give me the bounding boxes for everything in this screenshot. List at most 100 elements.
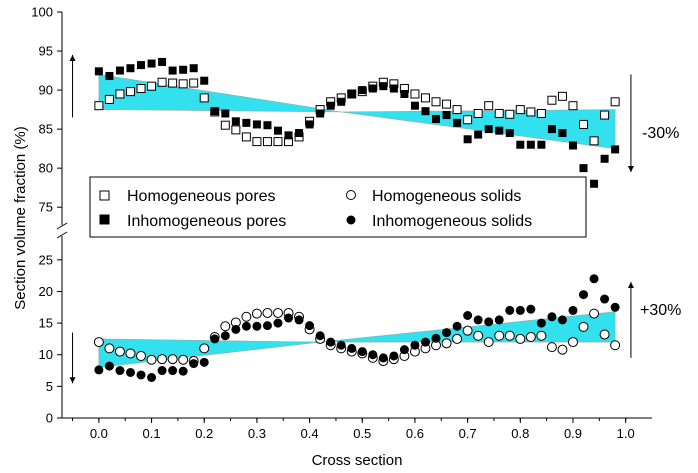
point-inhomogeneous-solids <box>347 343 357 353</box>
point-inhomogeneous-pores <box>389 84 398 93</box>
point-inhomogeneous-solids <box>505 305 515 315</box>
legend-marker-homogeneous-solids <box>346 190 356 200</box>
point-inhomogeneous-solids <box>231 324 241 334</box>
data-points <box>93 57 621 383</box>
point-homogeneous-solids <box>462 325 473 336</box>
point-inhomogeneous-pores <box>231 117 240 126</box>
point-homogeneous-pores <box>252 137 262 147</box>
x-tick-label: 0.7 <box>459 426 477 441</box>
point-homogeneous-solids <box>251 308 262 319</box>
point-inhomogeneous-solids <box>210 334 220 344</box>
point-inhomogeneous-solids <box>315 331 325 341</box>
arrow-upper-right-head <box>627 166 634 173</box>
point-homogeneous-pores <box>463 115 473 125</box>
point-inhomogeneous-pores <box>611 145 620 154</box>
point-inhomogeneous-pores <box>305 120 314 129</box>
point-inhomogeneous-pores <box>505 129 514 138</box>
point-homogeneous-solids <box>567 337 578 348</box>
point-inhomogeneous-solids <box>125 367 135 377</box>
point-inhomogeneous-pores <box>358 86 367 95</box>
point-inhomogeneous-pores <box>210 107 219 116</box>
point-inhomogeneous-pores <box>316 109 325 118</box>
legend-label-inhomogeneous-pores: Inhomogeneous pores <box>127 213 286 230</box>
point-homogeneous-pores <box>431 97 441 107</box>
point-inhomogeneous-solids <box>294 315 304 325</box>
point-homogeneous-solids <box>589 308 600 319</box>
point-homogeneous-solids <box>178 354 189 365</box>
point-inhomogeneous-solids <box>326 337 336 347</box>
point-inhomogeneous-solids <box>431 333 441 343</box>
point-inhomogeneous-pores <box>179 65 188 74</box>
point-inhomogeneous-solids <box>494 315 504 325</box>
point-inhomogeneous-pores <box>463 135 472 144</box>
point-homogeneous-pores <box>231 125 241 135</box>
point-homogeneous-solids <box>199 343 210 354</box>
point-inhomogeneous-pores <box>221 109 230 118</box>
y-tick-label: 15 <box>39 316 53 331</box>
point-inhomogeneous-solids <box>199 357 209 367</box>
point-inhomogeneous-pores <box>421 107 430 116</box>
point-inhomogeneous-solids <box>94 365 104 375</box>
legend-marker-homogeneous-pores <box>99 190 110 201</box>
x-tick-label: 1.0 <box>617 426 635 441</box>
point-inhomogeneous-pores <box>442 111 451 120</box>
point-homogeneous-pores <box>273 137 283 147</box>
point-homogeneous-solids <box>104 343 115 354</box>
point-inhomogeneous-pores <box>273 126 282 135</box>
point-inhomogeneous-pores <box>600 154 609 163</box>
point-inhomogeneous-pores <box>547 125 556 134</box>
point-inhomogeneous-solids <box>526 304 536 314</box>
point-inhomogeneous-solids <box>600 294 610 304</box>
point-inhomogeneous-solids <box>241 321 251 331</box>
point-homogeneous-solids <box>557 344 568 355</box>
point-homogeneous-pores <box>104 94 114 104</box>
legend-label-homogeneous-pores: Homogeneous pores <box>127 188 276 205</box>
point-inhomogeneous-solids <box>389 351 399 361</box>
point-homogeneous-pores <box>610 97 620 107</box>
point-inhomogeneous-solids <box>473 315 483 325</box>
axis-ticks: 0.0 0.1 0.2 0.3 0.4 0.5 0.6 0.7 0.8 0.9 1.0 0 5 10 15 2… <box>31 5 634 442</box>
point-inhomogeneous-solids <box>262 321 272 331</box>
point-inhomogeneous-solids <box>610 302 620 312</box>
y-tick-label: 0 <box>46 411 53 426</box>
point-inhomogeneous-pores <box>347 89 356 98</box>
point-homogeneous-solids <box>599 329 610 340</box>
x-tick-label: 0.5 <box>353 426 371 441</box>
point-homogeneous-pores <box>442 99 452 109</box>
point-inhomogeneous-solids <box>178 366 188 376</box>
range-arrows <box>69 54 634 384</box>
point-homogeneous-pores <box>579 119 589 129</box>
point-inhomogeneous-pores <box>168 66 177 75</box>
point-inhomogeneous-solids <box>579 290 589 300</box>
legend-marker-inhomogeneous-pores <box>99 214 110 225</box>
point-homogeneous-pores <box>452 105 462 115</box>
point-homogeneous-pores <box>526 107 536 117</box>
point-inhomogeneous-solids <box>484 317 494 327</box>
point-homogeneous-pores <box>515 105 525 115</box>
point-inhomogeneous-pores <box>263 121 272 130</box>
point-homogeneous-pores <box>94 101 104 111</box>
y-tick-label: 85 <box>39 122 53 137</box>
y-tick-label: 10 <box>39 347 53 362</box>
point-homogeneous-pores <box>262 137 272 147</box>
x-tick-label: 0.0 <box>90 426 108 441</box>
band-upper-left <box>98 74 342 113</box>
point-inhomogeneous-solids <box>115 366 125 376</box>
point-inhomogeneous-pores <box>126 64 135 73</box>
point-homogeneous-solids <box>441 338 452 349</box>
point-inhomogeneous-pores <box>158 57 167 66</box>
point-inhomogeneous-solids <box>378 353 388 363</box>
point-inhomogeneous-pores <box>516 140 525 149</box>
y-tick-label: 75 <box>39 200 53 215</box>
point-inhomogeneous-pores <box>105 72 114 81</box>
point-inhomogeneous-solids <box>273 318 283 328</box>
point-inhomogeneous-pores <box>379 82 388 91</box>
point-inhomogeneous-pores <box>526 140 535 149</box>
point-homogeneous-pores <box>115 89 125 99</box>
point-homogeneous-pores <box>157 77 167 87</box>
point-homogeneous-solids <box>136 350 147 361</box>
point-homogeneous-pores <box>494 109 504 118</box>
point-inhomogeneous-solids <box>189 359 199 369</box>
point-inhomogeneous-solids <box>399 345 409 355</box>
